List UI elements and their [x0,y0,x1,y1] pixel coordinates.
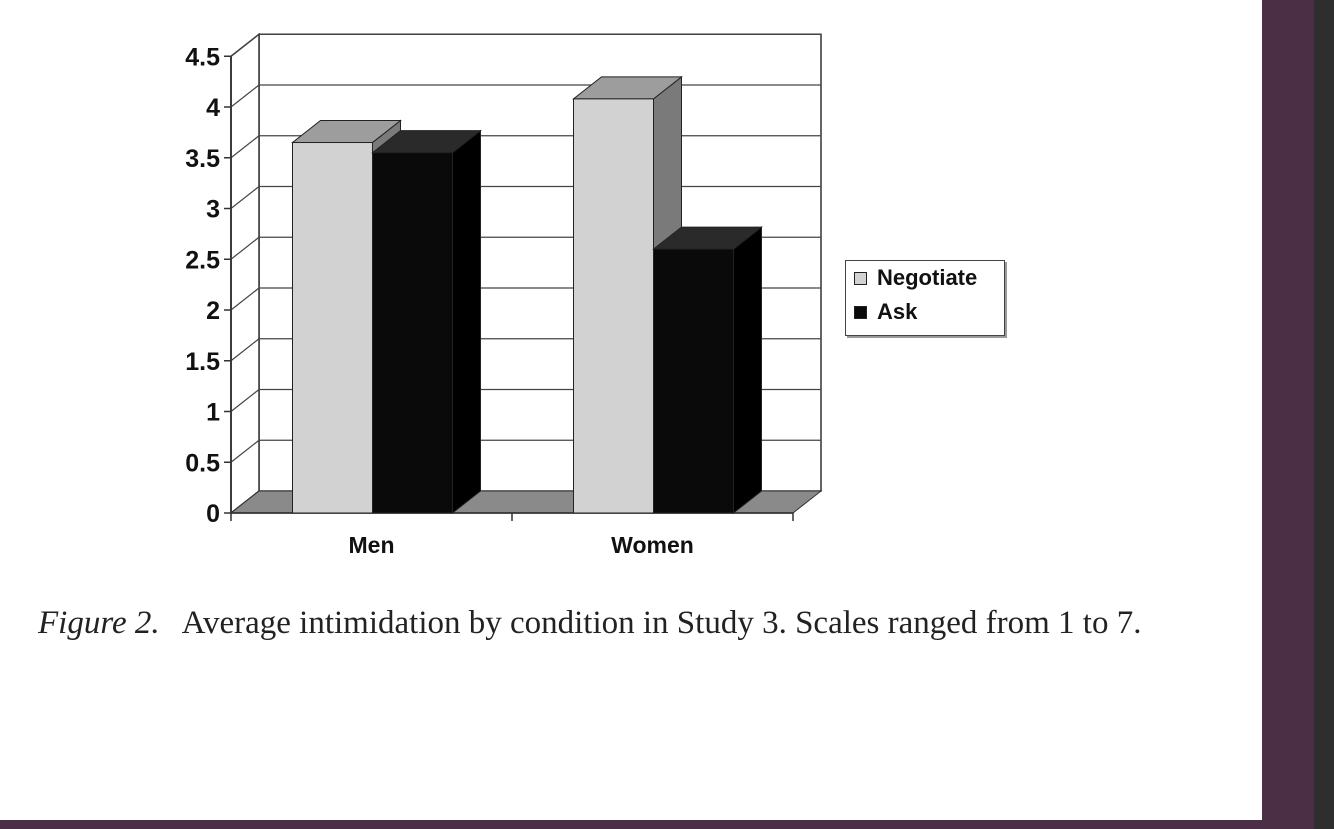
legend-label-negotiate: Negotiate [877,265,978,290]
negotiate-bar-men [292,142,373,514]
y-tick-label: 4.5 [185,43,220,71]
y-tick-label: 2.5 [185,246,220,274]
y-tick-label: 2 [206,297,220,325]
ask-bar-women-side [733,226,762,515]
gridline-side [230,338,260,362]
caption-text: Average intimidation by condition in Stu… [181,605,1142,641]
gridline-side [230,33,260,57]
x-tick-label: Men [349,532,395,558]
document-page: 0 0.5 1 1.5 2 2.5 3 3.5 4 4.5 Men Women Negotiate A… [0,0,1262,820]
gridline-side [230,135,260,159]
y-tick-label: 0.5 [185,449,220,477]
gridline-side [230,186,260,209]
x-tick-label: Women [611,532,694,558]
y-tick-label: 0 [206,500,220,528]
ask-bar-women [653,248,734,514]
y-tick-label: 4 [206,94,220,122]
legend-item-ask: Ask [846,295,1004,329]
window-edge [1314,0,1334,829]
gridline-side [230,236,260,260]
ask-bar-men-side [452,129,481,515]
legend-label-ask: Ask [877,299,918,324]
chart-side-wall [230,32,260,515]
figure-label: Figure 2. [38,605,160,641]
y-tick-label: 1.5 [185,348,220,376]
gridline-side [230,389,260,412]
y-tick-label: 3.5 [185,145,220,173]
bar-chart: 0 0.5 1 1.5 2 2.5 3 3.5 4 4.5 Men Women [185,32,823,558]
legend-swatch-ask [854,305,867,319]
negotiate-bar-women [573,98,654,514]
gridline-side [230,287,260,311]
chart-legend: Negotiate Ask [845,260,1005,336]
gridline-side [230,84,260,108]
y-tick-label: 1 [206,399,220,427]
y-tick-label: 3 [206,196,220,224]
ask-bar-men [372,152,453,514]
figure-caption: Figure 2. Average intimidation by conditi… [38,600,1148,646]
legend-item-negotiate: Negotiate [846,261,1004,295]
gridline-side [230,439,260,463]
legend-swatch-negotiate [854,271,867,285]
